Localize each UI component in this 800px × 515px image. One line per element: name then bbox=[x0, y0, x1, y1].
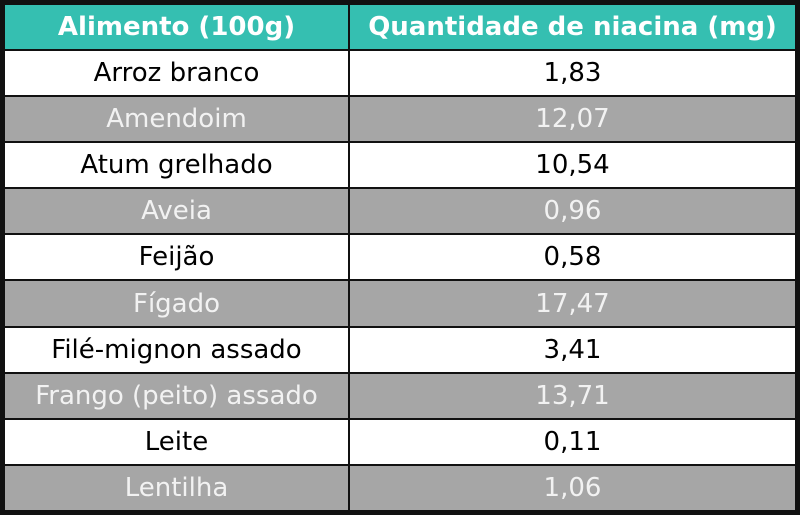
food-cell: Aveia bbox=[3, 187, 350, 236]
header-cell: Quantidade de niacina (mg) bbox=[348, 3, 797, 51]
table-body: Arroz branco 1,83 Amendoim 12,07 Atum grelha… bbox=[3, 48, 797, 513]
table-row: Filé-mignon assado 3,41 bbox=[3, 325, 797, 374]
niacin-cell: 0,58 bbox=[348, 233, 797, 282]
header-row: Alimento (100g) Quantidade de niacina (mg… bbox=[3, 3, 797, 51]
niacin-cell: 1,83 bbox=[348, 48, 797, 98]
niacin-cell: 0,96 bbox=[348, 187, 797, 236]
niacin-cell: 1,06 bbox=[348, 463, 797, 513]
niacin-cell: 17,47 bbox=[348, 279, 797, 328]
food-cell: Amendoim bbox=[3, 95, 350, 144]
food-cell: Frango (peito) assado bbox=[3, 371, 350, 420]
niacin-cell: 0,11 bbox=[348, 417, 797, 466]
table-row: Frango (peito) assado 13,71 bbox=[3, 371, 797, 420]
food-cell: Lentilha bbox=[3, 463, 350, 513]
food-cell: Leite bbox=[3, 417, 350, 466]
table-row: Amendoim 12,07 bbox=[3, 95, 797, 144]
table-row: Lentilha 1,06 bbox=[3, 463, 797, 513]
table-row: Atum grelhado 10,54 bbox=[3, 141, 797, 190]
niacin-cell: 13,71 bbox=[348, 371, 797, 420]
table-row: Arroz branco 1,83 bbox=[3, 48, 797, 98]
table-row: Aveia 0,96 bbox=[3, 187, 797, 236]
table-row: Leite 0,11 bbox=[3, 417, 797, 466]
niacin-cell: 10,54 bbox=[348, 141, 797, 190]
table-row: Feijão 0,58 bbox=[3, 233, 797, 282]
niacin-cell: 12,07 bbox=[348, 95, 797, 144]
food-cell: Atum grelhado bbox=[3, 141, 350, 190]
food-cell: Fígado bbox=[3, 279, 350, 328]
food-cell: Arroz branco bbox=[3, 48, 350, 98]
food-cell: Feijão bbox=[3, 233, 350, 282]
niacin-cell: 3,41 bbox=[348, 325, 797, 374]
food-cell: Filé-mignon assado bbox=[3, 325, 350, 374]
header-cell: Alimento (100g) bbox=[3, 3, 350, 51]
table-row: Fígado 17,47 bbox=[3, 279, 797, 328]
niacin-table: Alimento (100g) Quantidade de niacina (mg… bbox=[3, 3, 797, 513]
